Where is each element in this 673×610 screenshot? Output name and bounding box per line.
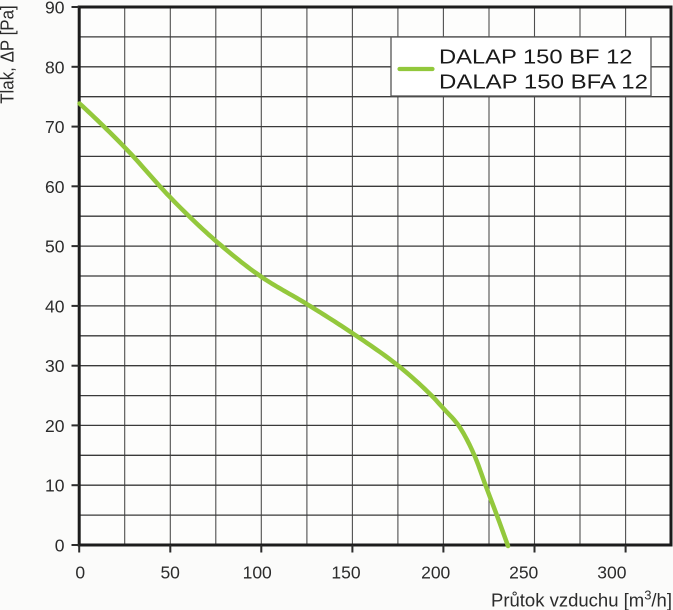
- svg-text:250: 250: [509, 563, 538, 583]
- svg-text:0: 0: [75, 563, 85, 583]
- svg-text:40: 40: [45, 296, 65, 316]
- svg-text:10: 10: [45, 476, 65, 496]
- svg-text:DALAP 150 BFA 12: DALAP 150 BFA 12: [439, 72, 648, 94]
- svg-text:DALAP 150 BF 12: DALAP 150 BF 12: [439, 47, 633, 69]
- svg-text:100: 100: [243, 563, 272, 583]
- svg-text:50: 50: [160, 563, 180, 583]
- svg-text:60: 60: [45, 177, 65, 197]
- svg-text:50: 50: [45, 237, 65, 257]
- svg-text:20: 20: [45, 416, 65, 436]
- svg-text:300: 300: [597, 563, 626, 583]
- svg-text:200: 200: [421, 563, 450, 583]
- svg-text:Tlak, ΔP [Pa]: Tlak, ΔP [Pa]: [0, 5, 18, 104]
- svg-text:80: 80: [45, 57, 65, 77]
- svg-text:70: 70: [45, 117, 65, 137]
- svg-text:90: 90: [45, 0, 65, 18]
- svg-text:30: 30: [45, 356, 65, 376]
- svg-text:150: 150: [331, 563, 360, 583]
- svg-text:Průtok vzduchu [m3/h]: Průtok vzduchu [m3/h]: [491, 588, 672, 610]
- svg-text:0: 0: [55, 536, 65, 556]
